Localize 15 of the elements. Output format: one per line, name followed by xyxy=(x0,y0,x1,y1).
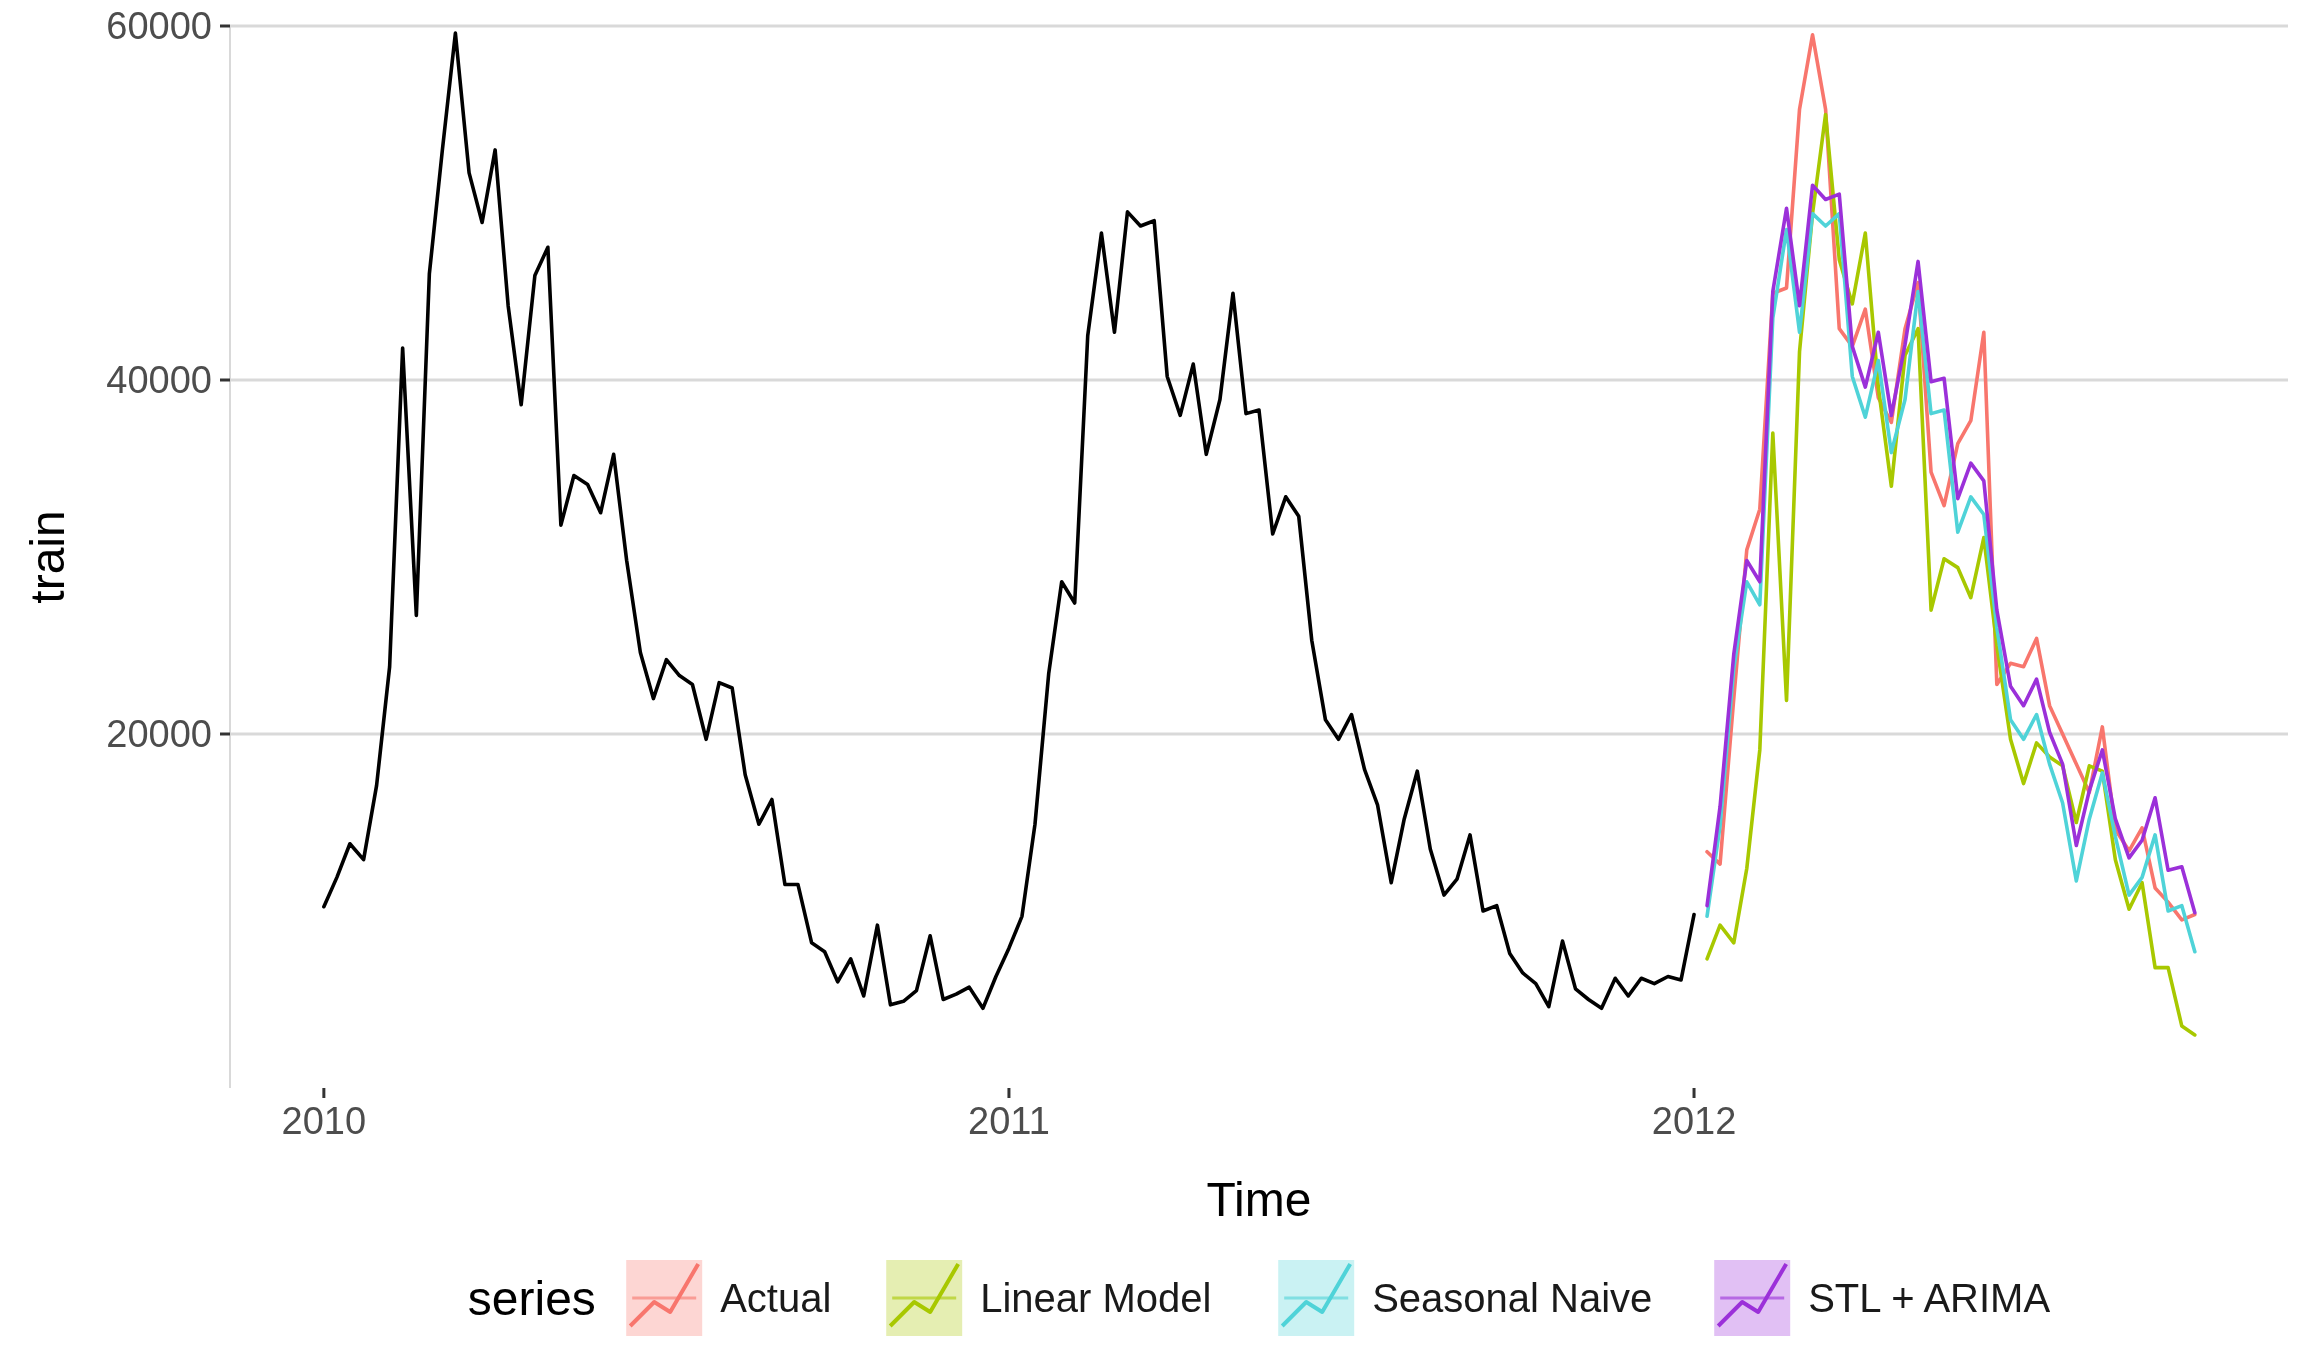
x-tick-label: 2011 xyxy=(968,1100,1050,1142)
line-series xyxy=(322,31,1696,1011)
legend-label: STL + ARIMA xyxy=(1808,1276,2051,1320)
legend-label: Seasonal Naive xyxy=(1372,1276,1653,1320)
legend-label: Linear Model xyxy=(980,1276,1212,1320)
x-axis-title: Time xyxy=(1206,1173,1312,1226)
x-tick-label: 2010 xyxy=(281,1100,367,1142)
x-tick-label: 2012 xyxy=(1651,1100,1737,1142)
legend-title: series xyxy=(467,1271,596,1325)
y-axis-title: train xyxy=(21,510,74,604)
legend-label: Actual xyxy=(720,1276,832,1320)
y-tick-label: 20000 xyxy=(106,713,212,755)
y-tick-label: 60000 xyxy=(106,5,212,47)
y-tick-label: 40000 xyxy=(106,359,212,401)
line-series xyxy=(1705,112,2197,1037)
